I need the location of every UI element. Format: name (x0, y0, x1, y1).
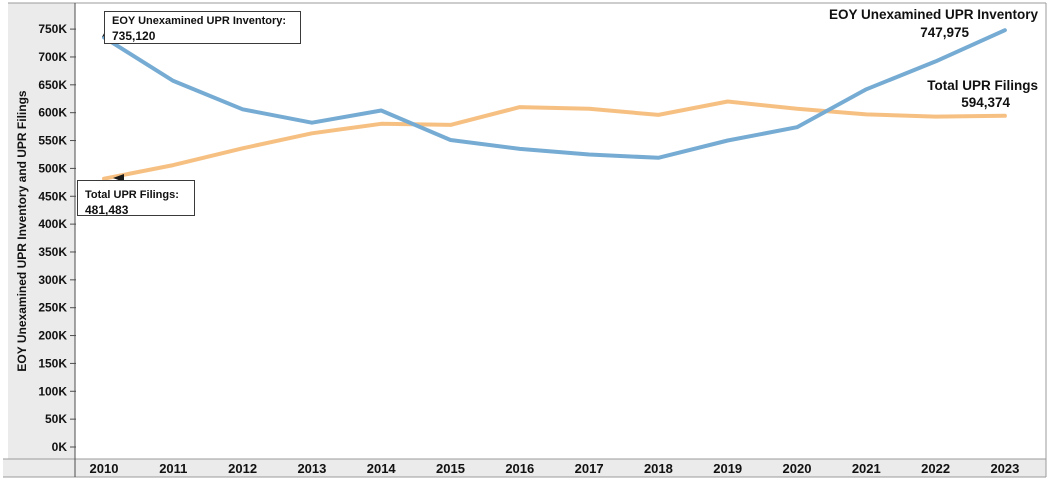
series-line-inventory (102, 28, 1007, 160)
x-axis-label: 2016 (505, 461, 534, 476)
annotation-filings-start-value: 481,483 (85, 202, 129, 217)
x-axis-label: 2014 (367, 461, 397, 476)
y-tick-label: 350K (38, 245, 67, 259)
y-tick-label: 200K (38, 329, 67, 343)
y-tick-label: 400K (38, 217, 67, 231)
y-axis-strip (8, 3, 75, 459)
x-axis-label: 2017 (575, 461, 604, 476)
x-axis-label: 2023 (990, 461, 1019, 476)
y-tick-label: 0K (52, 440, 68, 454)
y-tick-label: 550K (38, 134, 67, 148)
x-axis-strip (3, 459, 1046, 477)
x-axis-label: 2012 (228, 461, 257, 476)
x-axis-label: 2011 (159, 461, 187, 476)
x-axis-label: 2021 (852, 461, 881, 476)
y-tick-label: 500K (38, 161, 67, 175)
series-endvalue-filings: 594,374 (961, 95, 1010, 110)
y-tick-label: 700K (38, 50, 67, 64)
x-axis-label: 2015 (436, 461, 465, 476)
series-endvalue-inventory: 747,975 (920, 25, 969, 40)
x-axis-label: 2019 (713, 461, 742, 476)
y-tick-label: 250K (38, 301, 67, 315)
series-label-inventory: EOY Unexamined UPR Inventory (828, 7, 1038, 22)
y-tick-label: 100K (38, 384, 67, 398)
x-axis-label: 2013 (297, 461, 326, 476)
series-line-filings (102, 99, 1007, 181)
x-axis-label: 2010 (90, 461, 119, 476)
x-axis-label: 2020 (783, 461, 812, 476)
y-tick-label: 450K (38, 189, 67, 203)
y-tick-label: 650K (38, 78, 67, 92)
y-tick-label: 50K (45, 412, 67, 426)
x-axis-label: 2022 (921, 461, 950, 476)
annotation-filings-start: Total UPR Filings: 481,483 (77, 180, 195, 217)
y-tick-label: 600K (38, 106, 67, 120)
y-tick-label: 150K (38, 356, 67, 370)
annotation-inventory-start: EOY Unexamined UPR Inventory: 735,120 (104, 11, 301, 44)
series-label-filings: Total UPR Filings (927, 78, 1038, 93)
annotation-inventory-start-label: EOY Unexamined UPR Inventory: (112, 15, 287, 27)
x-axis-label: 2018 (644, 461, 673, 476)
y-tick-label: 750K (38, 22, 67, 36)
annotation-filings-start-label: Total UPR Filings: (85, 189, 179, 201)
y-axis-title: EOY Unexamined UPR Inventory and UPR Fil… (15, 90, 29, 371)
y-tick-label: 300K (38, 273, 67, 287)
annotation-inventory-start-value: 735,120 (112, 28, 156, 43)
